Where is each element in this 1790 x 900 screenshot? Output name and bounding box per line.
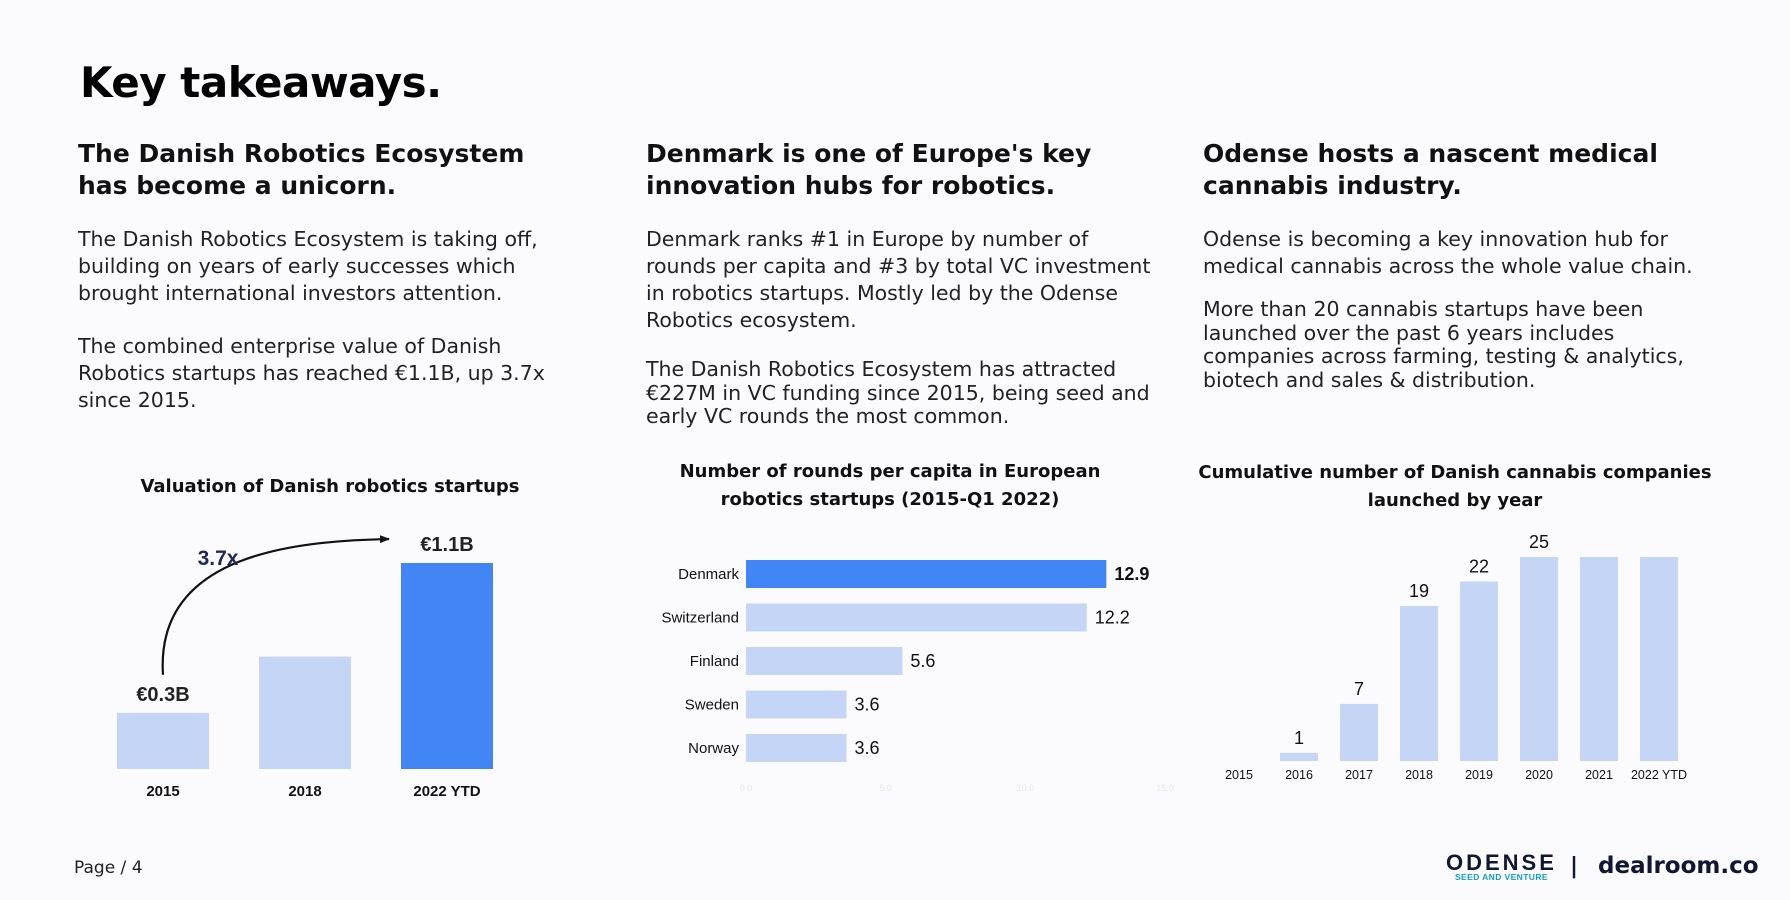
cannabis-year-label: 2015 xyxy=(1225,768,1253,782)
rounds-bar xyxy=(746,734,847,762)
valuation-bar xyxy=(259,656,351,769)
column-heading: Denmark is one of Europe's key innovatio… xyxy=(646,139,1092,200)
growth-arrow xyxy=(161,535,390,675)
column-paragraph: Denmark ranks #1 in Europe by number of … xyxy=(646,227,1151,332)
cannabis-year-label: 2022 YTD xyxy=(1631,768,1687,782)
footer-separator: | xyxy=(1570,854,1579,879)
rounds-data-label: 5.6 xyxy=(910,651,935,671)
valuation-category-label: 2015 xyxy=(146,783,179,800)
rounds-country-label: Finland xyxy=(690,653,739,670)
rounds-bar xyxy=(746,690,847,719)
column-paragraph: The Danish Robotics Ecosystem has attrac… xyxy=(646,357,1150,428)
column-paragraph: The Danish Robotics Ecosystem is taking … xyxy=(78,227,538,305)
valuation-category-label: 2018 xyxy=(288,783,321,800)
column-heading: Odense hosts a nascent medical cannabis … xyxy=(1203,139,1658,200)
odense-logo-subtext: SEED AND VENTURE xyxy=(1454,872,1548,882)
column-paragraph: The combined enterprise value of Danish … xyxy=(78,334,545,412)
column-medical-cannabis: Odense hosts a nascent medical cannabis … xyxy=(1203,138,1713,392)
rounds-axis-tick-label: 10.0 xyxy=(1017,783,1035,793)
valuation-chart: 2015 €0.3B 2018 2022 YTD €1.1B 3.7x xyxy=(117,534,493,800)
rounds-country-label: Denmark xyxy=(678,566,739,583)
rounds-axis-tick-label: 0.0 xyxy=(740,783,753,793)
page-title: Key takeaways. xyxy=(80,58,442,107)
valuation-category-label: 2022 YTD xyxy=(413,783,480,800)
cannabis-bar xyxy=(1280,752,1318,761)
cannabis-bar xyxy=(1400,605,1438,761)
rounds-bar xyxy=(746,647,903,675)
column-ecosystem-unicorn: The Danish Robotics Ecosystem has become… xyxy=(78,138,578,414)
rounds-axis-tick-label: 15.0 xyxy=(1156,783,1174,793)
cannabis-chart-title: Cumulative number of Danish cannabis com… xyxy=(1198,462,1712,511)
cannabis-data-label: 19 xyxy=(1409,581,1429,601)
cannabis-year-label: 2020 xyxy=(1525,768,1553,782)
column-paragraph: More than 20 cannabis startups have been… xyxy=(1203,297,1684,392)
rounds-axis-tick-label: 5.0 xyxy=(879,783,892,793)
cannabis-data-label: 7 xyxy=(1354,679,1364,699)
cannabis-bar xyxy=(1460,581,1498,761)
dealroom-logo: dealroom.co xyxy=(1598,853,1759,879)
page-number: Page / 4 xyxy=(74,858,143,878)
cannabis-year-label: 2016 xyxy=(1285,768,1313,782)
valuation-data-label: €1.1B xyxy=(420,534,473,556)
cannabis-year-label: 2017 xyxy=(1345,768,1373,782)
column-innovation-hub: Denmark is one of Europe's key innovatio… xyxy=(646,138,1151,429)
rounds-data-label: 12.9 xyxy=(1114,564,1149,584)
valuation-chart-title: Valuation of Danish robotics startups xyxy=(140,476,520,497)
cannabis-bar xyxy=(1340,703,1378,761)
cannabis-year-label: 2021 xyxy=(1585,768,1613,782)
column-heading: The Danish Robotics Ecosystem has become… xyxy=(78,139,525,200)
valuation-data-label: €0.3B xyxy=(136,684,189,706)
rounds-chart-title: Number of rounds per capita in European … xyxy=(679,461,1101,510)
growth-multiplier-label: 3.7x xyxy=(198,547,239,570)
rounds-country-label: Switzerland xyxy=(661,610,739,627)
rounds-bar xyxy=(746,560,1107,588)
rounds-data-label: 3.6 xyxy=(855,695,880,715)
rounds-data-label: 3.6 xyxy=(855,738,880,758)
cannabis-year-label: 2018 xyxy=(1405,768,1433,782)
cannabis-bar xyxy=(1640,557,1678,761)
cannabis-data-label: 22 xyxy=(1469,556,1489,576)
cannabis-data-label: 25 xyxy=(1529,532,1549,552)
odense-seed-venture-logo: ODENSE SEED AND VENTURE xyxy=(1446,850,1557,882)
rounds-country-label: Sweden xyxy=(685,697,739,714)
rounds-chart: Denmark 12.9 Switzerland 12.2 Finland 5.6 Swed… xyxy=(661,560,1174,793)
cannabis-chart: 2015 2016 1 2017 7 2018 19 2019 22 2020 25 2021 2022… xyxy=(1225,532,1687,782)
rounds-data-label: 12.2 xyxy=(1095,608,1130,628)
valuation-bar xyxy=(401,563,493,769)
cannabis-data-label: 1 xyxy=(1294,728,1304,748)
rounds-bar xyxy=(746,603,1087,632)
odense-logo-text: ODENSE xyxy=(1446,850,1557,875)
rounds-country-label: Norway xyxy=(688,740,739,757)
cannabis-year-label: 2019 xyxy=(1465,768,1493,782)
valuation-bar xyxy=(117,712,209,769)
column-paragraph: Odense is becoming a key innovation hub … xyxy=(1203,227,1693,278)
cannabis-bar xyxy=(1580,557,1618,761)
cannabis-bar xyxy=(1520,557,1558,761)
